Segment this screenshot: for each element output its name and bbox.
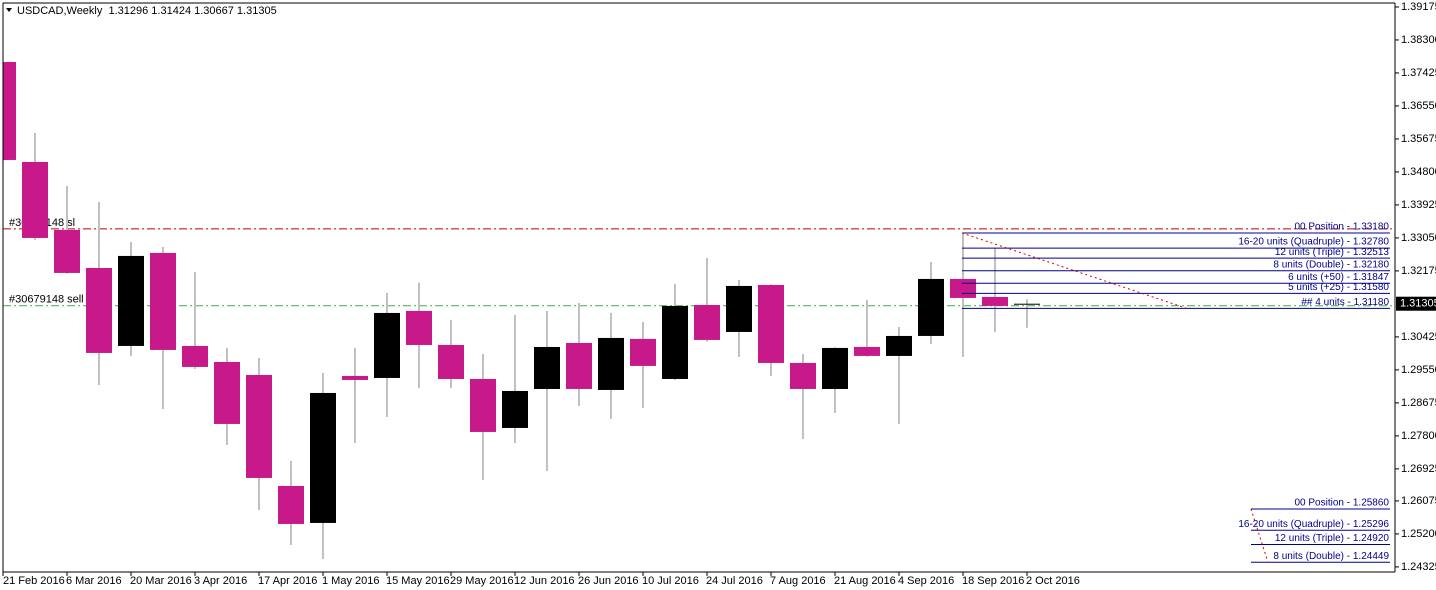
y-tick-label: 1.33050: [1401, 232, 1436, 244]
last-price-label: 1.31305: [1400, 298, 1436, 310]
x-tick-label: 21 Feb 2016: [3, 575, 65, 587]
candle-body: [694, 304, 720, 340]
x-tick-label: 24 Jul 2016: [706, 575, 763, 587]
y-tick-label: 1.37425: [1401, 67, 1436, 79]
y-tick-label: 1.32175: [1401, 265, 1436, 277]
x-tick-label: 10 Jul 2016: [642, 575, 699, 587]
level-label: 6 units (+50) - 1.31847: [1288, 272, 1389, 283]
candle-body: [22, 161, 48, 238]
level-label: 12 units (Triple) - 1.32513: [1275, 247, 1390, 258]
candle-body: [3, 61, 16, 160]
x-tick-label: 26 Jun 2016: [578, 575, 639, 587]
candle-body: [534, 346, 560, 389]
level-label: ## 4 units - 1.31180: [1301, 297, 1389, 308]
candle-body: [598, 337, 624, 390]
candle-body: [470, 378, 496, 432]
candle-body: [278, 485, 304, 524]
candle-body: [822, 347, 848, 389]
candle-body: [1014, 303, 1040, 305]
x-tick-label: 7 Aug 2016: [770, 575, 826, 587]
chart-title: USDCAD,Weekly 1.31296 1.31424 1.30667 1.…: [17, 5, 277, 17]
plot-area: #30679148 sl#30679148 sell 0.000 Positio…: [3, 61, 1395, 563]
candle-body: [854, 346, 880, 356]
level-label: 5 units (+25) - 1.31580: [1288, 282, 1389, 293]
x-tick-label: 20 Mar 2016: [130, 575, 192, 587]
candle-body: [374, 312, 400, 378]
candle-body: [182, 345, 208, 367]
candle-body: [662, 305, 688, 379]
candle-body: [758, 284, 784, 363]
x-tick-label: 4 Sep 2016: [898, 575, 954, 587]
y-tick-label: 1.28675: [1401, 397, 1436, 409]
order-label: #30679148 sell 0.0: [9, 294, 102, 306]
x-tick-label: 21 Aug 2016: [834, 575, 896, 587]
y-tick-label: 1.26075: [1401, 495, 1436, 507]
level-label: 16-20 units (Quadruple) - 1.25296: [1238, 519, 1389, 530]
trend-line: [1250, 508, 1269, 563]
x-tick-label: 18 Sep 2016: [962, 575, 1024, 587]
y-tick-label: 1.27800: [1401, 430, 1436, 442]
candle-body: [150, 252, 176, 350]
candle-body: [726, 285, 752, 332]
candle-body: [406, 310, 432, 345]
level-label: 12 units (Triple) - 1.24920: [1275, 533, 1390, 544]
y-tick-label: 1.35675: [1401, 133, 1436, 145]
y-tick-label: 1.38300: [1401, 34, 1436, 46]
x-tick-label: 29 May 2016: [450, 575, 514, 587]
candle-body: [214, 361, 240, 424]
x-tick-label: 2 Oct 2016: [1026, 575, 1080, 587]
y-tick-label: 1.33925: [1401, 199, 1436, 211]
level-label: 16-20 units (Quadruple) - 1.32780: [1238, 237, 1389, 248]
candle-body: [886, 335, 912, 356]
y-tick-label: 1.39175: [1401, 1, 1436, 13]
candle-body: [342, 375, 368, 380]
x-tick-label: 3 Apr 2016: [194, 575, 247, 587]
level-label: 00 Position - 1.33180: [1294, 222, 1389, 233]
candle-body: [950, 278, 976, 298]
x-tick-label: 1 May 2016: [322, 575, 379, 587]
candle-body: [982, 296, 1008, 306]
candle-body: [54, 229, 80, 273]
x-tick-label: 15 May 2016: [386, 575, 450, 587]
y-tick-label: 1.24325: [1401, 561, 1436, 573]
y-tick-label: 1.26925: [1401, 463, 1436, 475]
x-tick-label: 12 Jun 2016: [514, 575, 575, 587]
level-label: 8 units (Double) - 1.32180: [1273, 259, 1389, 270]
collapse-icon[interactable]: [6, 8, 12, 12]
candle-body: [118, 255, 144, 346]
candle-body: [86, 267, 112, 353]
candle-body: [310, 392, 336, 523]
y-tick-label: 1.25200: [1401, 528, 1436, 540]
y-tick-label: 1.36550: [1401, 100, 1436, 112]
y-tick-label: 1.34800: [1401, 166, 1436, 178]
candle-body: [502, 390, 528, 428]
level-label: 00 Position - 1.25860: [1294, 498, 1389, 509]
last-price-box: [1396, 296, 1436, 311]
x-tick-label: 17 Apr 2016: [258, 575, 317, 587]
x-tick-label: 6 Mar 2016: [66, 575, 122, 587]
candle-body: [790, 362, 816, 389]
y-tick-label: 1.30425: [1401, 331, 1436, 343]
y-tick-label: 1.29550: [1401, 364, 1436, 376]
candle-body: [630, 338, 656, 366]
level-label: 8 units (Double) - 1.24449: [1273, 551, 1389, 562]
candle-body: [566, 342, 592, 389]
candle-body: [246, 374, 272, 478]
candle-body: [918, 278, 944, 336]
candle-body: [438, 344, 464, 379]
